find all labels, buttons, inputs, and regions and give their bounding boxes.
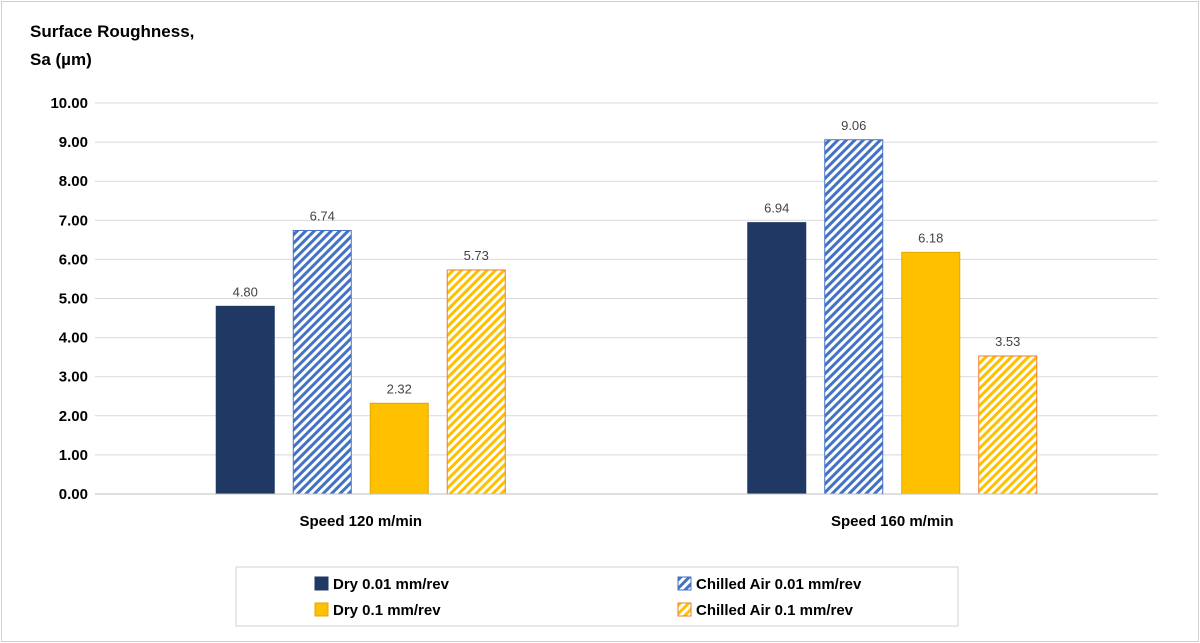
legend-label-dry-001: Dry 0.01 mm/rev	[333, 576, 450, 593]
y-tick-label: 2.00	[59, 408, 88, 425]
y-tick-label: 4.00	[59, 330, 88, 347]
bar	[369, 402, 429, 495]
y-axis-title-line-1: Surface Roughness,	[30, 22, 194, 41]
legend-label-chilled-01: Chilled Air 0.1 mm/rev	[696, 602, 854, 619]
data-labels: 4.80 6.74 2.32 5.73 6.94 9.06 6.18 3.53	[233, 118, 1021, 397]
y-tick-label: 6.00	[59, 251, 88, 268]
bar	[446, 269, 506, 495]
legend-swatch-dry-001	[314, 576, 329, 591]
y-tick-label: 3.00	[59, 369, 88, 386]
legend-swatch-chilled-01	[677, 602, 692, 617]
data-label: 6.74	[310, 208, 335, 223]
y-tick-label: 9.00	[59, 134, 88, 151]
y-tick-label: 5.00	[59, 291, 88, 308]
y-tick-label: 0.00	[59, 486, 88, 503]
category-label: Speed 120 m/min	[299, 513, 422, 530]
legend-swatch-chilled-001	[677, 576, 692, 591]
y-tick-label: 7.00	[59, 212, 88, 229]
legend-box	[235, 566, 959, 627]
data-label: 3.53	[995, 334, 1020, 349]
bar	[747, 222, 807, 495]
data-label: 6.94	[764, 201, 789, 216]
bar	[978, 355, 1038, 495]
legend: Dry 0.01 mm/rev Chilled Air 0.01 mm/rev …	[235, 566, 959, 627]
y-tick-label: 8.00	[59, 173, 88, 190]
data-label: 5.73	[464, 248, 489, 263]
data-label: 6.18	[918, 230, 943, 245]
bar	[824, 139, 884, 495]
y-tick-label: 10.00	[50, 95, 88, 112]
data-label: 9.06	[841, 118, 866, 133]
bars	[215, 139, 1038, 495]
bar	[901, 251, 961, 495]
data-label: 2.32	[387, 381, 412, 396]
bar	[292, 229, 352, 495]
legend-label-chilled-001: Chilled Air 0.01 mm/rev	[696, 576, 862, 593]
category-label: Speed 160 m/min	[831, 513, 954, 530]
y-axis-title-line-2: Sa (µm)	[30, 50, 92, 69]
legend-swatch-dry-01	[314, 602, 329, 617]
legend-label-dry-01: Dry 0.1 mm/rev	[333, 602, 441, 619]
category-labels: Speed 120 m/min Speed 160 m/min	[299, 513, 953, 530]
y-axis-title: Surface Roughness, Sa (µm)	[30, 22, 194, 69]
data-label: 4.80	[233, 284, 258, 299]
y-tick-label: 1.00	[59, 447, 88, 464]
bar	[215, 305, 275, 495]
y-axis-ticks: 0.00 1.00 2.00 3.00 4.00 5.00 6.00 7.00 8.00 9.00…	[50, 95, 88, 503]
